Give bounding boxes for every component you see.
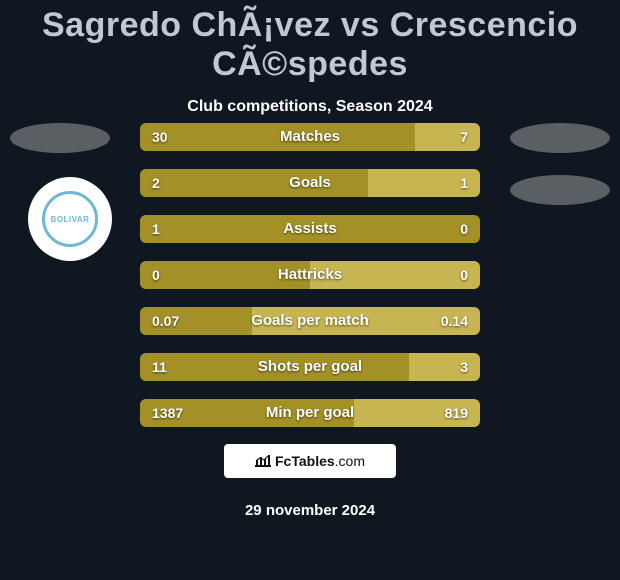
footer-brand-bold: FcTables (275, 453, 335, 469)
stat-row: 1387819Min per goal (140, 399, 480, 427)
club-badge-left: BOLIVAR (28, 177, 112, 261)
stat-label: Min per goal (140, 399, 480, 427)
stat-label: Goals per match (140, 307, 480, 335)
stat-label: Matches (140, 123, 480, 151)
stat-row: 113Shots per goal (140, 353, 480, 381)
player-ellipse (510, 123, 610, 153)
stat-row: 0.070.14Goals per match (140, 307, 480, 335)
stat-row: 307Matches (140, 123, 480, 151)
stat-label: Assists (140, 215, 480, 243)
footer-brand-text: FcTables.com (275, 453, 365, 469)
stat-label: Goals (140, 169, 480, 197)
club-badge-left-label: BOLIVAR (51, 215, 90, 224)
date-text: 29 november 2024 (245, 502, 375, 519)
comparison-card: Sagredo ChÃ¡vez vs Crescencio CÃ©spedes … (0, 0, 620, 580)
stat-row: 00Hattricks (140, 261, 480, 289)
chart-icon (255, 453, 271, 470)
footer-brand-badge[interactable]: FcTables.com (224, 444, 396, 478)
footer-brand-suffix: .com (335, 453, 365, 469)
stat-label: Hattricks (140, 261, 480, 289)
subtitle: Club competitions, Season 2024 (0, 98, 620, 116)
player-ellipse (510, 175, 610, 205)
stat-row: 10Assists (140, 215, 480, 243)
stat-row: 21Goals (140, 169, 480, 197)
stats-area: 307Matches 21Goals 10Assists 00Hattricks 0.0… (140, 123, 480, 445)
page-title: Sagredo ChÃ¡vez vs Crescencio CÃ©spedes (0, 0, 620, 84)
player-ellipse (10, 123, 110, 153)
club-badge-left-inner: BOLIVAR (42, 191, 98, 247)
stat-label: Shots per goal (140, 353, 480, 381)
